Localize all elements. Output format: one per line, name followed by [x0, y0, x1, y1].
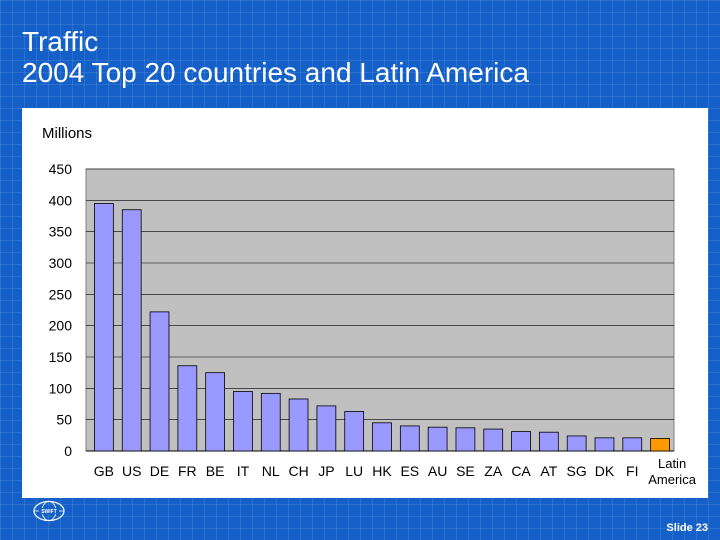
bar-fi: [622, 437, 643, 452]
plot-area: [85, 168, 675, 452]
x-tick-label: CH: [288, 463, 308, 479]
y-tick-label: 400: [49, 192, 73, 208]
bar-se: [455, 427, 476, 452]
y-tick-label: 200: [49, 318, 73, 334]
slide-number: Slide 23: [666, 522, 708, 534]
bar-nl: [260, 392, 281, 452]
bar-de: [149, 311, 170, 452]
x-tick-label: JP: [318, 463, 334, 479]
x-tick-label: FI: [626, 463, 638, 479]
bar-gb: [94, 203, 114, 452]
chart-panel: Millions 0 50 100 150 200 250 300 350 400 450 GB US D…: [22, 108, 708, 498]
title-line-1: Traffic: [22, 26, 99, 57]
x-tick-label: ZA: [484, 463, 503, 479]
x-tick-label: SE: [456, 463, 475, 479]
slide-title: Traffic 2004 Top 20 countries and Latin …: [22, 26, 529, 88]
bar-lu: [344, 411, 365, 452]
x-tick-label: ES: [400, 463, 419, 479]
x-tick-label: America: [648, 472, 696, 487]
bar-at: [539, 431, 559, 452]
swift-logo: SWIFT: [33, 500, 65, 522]
bar-chart: Millions 0 50 100 150 200 250 300 350 400 450 GB US D…: [42, 125, 697, 487]
y-tick-label: 0: [64, 443, 72, 459]
x-tick-label: AU: [428, 463, 447, 479]
bar-hk: [372, 422, 392, 452]
bar-jp: [316, 405, 337, 452]
x-tick-label: DE: [150, 463, 169, 479]
bar-sg: [566, 435, 587, 452]
x-tick-label: CA: [511, 463, 531, 479]
y-tick-label: 50: [56, 412, 72, 428]
bar-it: [233, 391, 253, 452]
x-tick-label: IT: [237, 463, 250, 479]
title-line-2: 2004 Top 20 countries and Latin America: [22, 57, 529, 88]
x-tick-label: BE: [206, 463, 225, 479]
bar-za: [483, 428, 504, 452]
x-tick-label: GB: [94, 463, 114, 479]
bar-fr: [177, 365, 198, 452]
y-axis-label: Millions: [42, 125, 92, 142]
bar-latin-america: [650, 438, 670, 452]
y-tick-label: 350: [49, 224, 73, 240]
swift-logo-text: SWIFT: [41, 509, 57, 515]
x-tick-label: AT: [540, 463, 557, 479]
x-tick-label: US: [122, 463, 141, 479]
bar-es: [399, 425, 420, 452]
bar-ca: [511, 431, 531, 452]
x-tick-label: FR: [178, 463, 197, 479]
bar-be: [205, 372, 225, 452]
bar-au: [427, 426, 448, 452]
bar-ch: [288, 398, 309, 452]
x-tick-label: SG: [567, 463, 587, 479]
x-tick-label: Latin: [658, 456, 686, 471]
bar-us: [121, 209, 142, 452]
x-tick-label: NL: [262, 463, 280, 479]
bar-dk: [594, 437, 615, 452]
y-tick-label: 100: [49, 380, 73, 396]
y-tick-label: 450: [49, 161, 73, 177]
y-tick-label: 300: [49, 255, 73, 271]
y-tick-label: 250: [49, 286, 73, 302]
x-tick-label: LU: [345, 463, 363, 479]
x-tick-label: DK: [595, 463, 615, 479]
y-tick-label: 150: [49, 349, 73, 365]
x-tick-label: HK: [372, 463, 392, 479]
